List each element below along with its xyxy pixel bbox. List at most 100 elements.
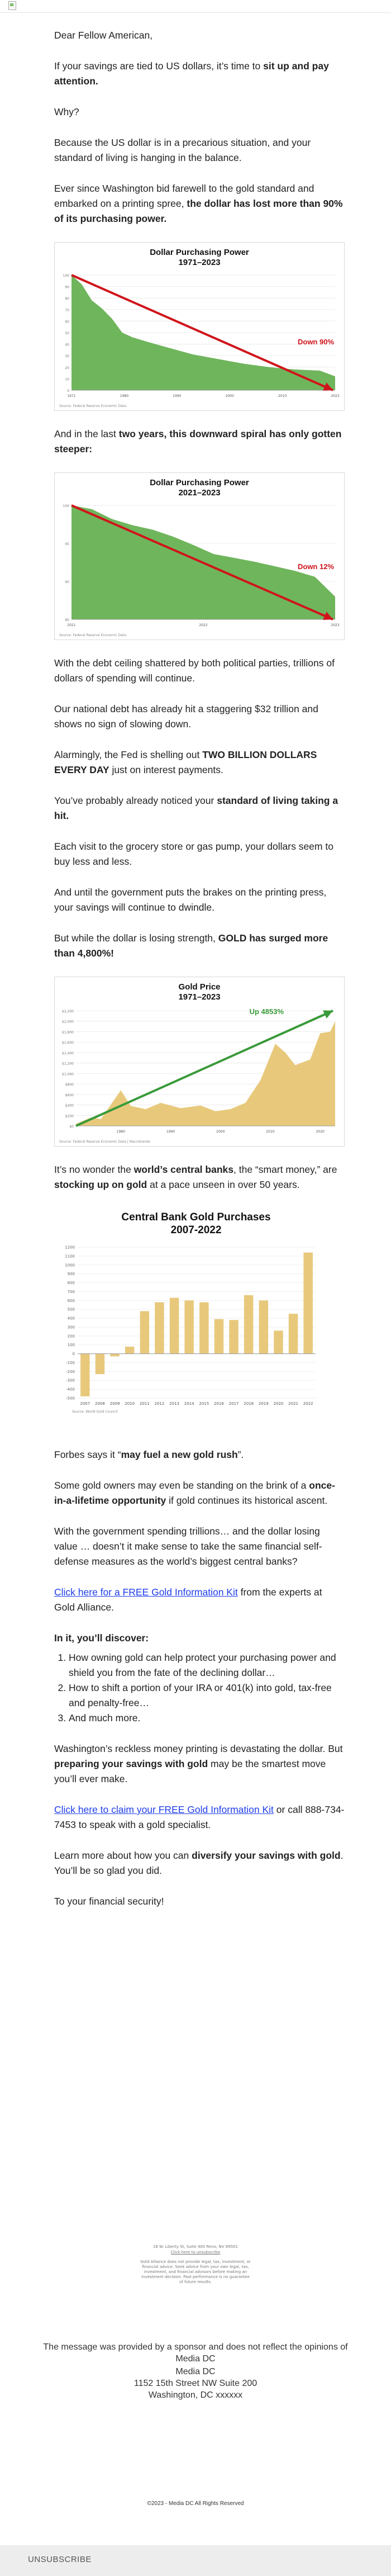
chart-source: Source: Federal Reserve Economic Data xyxy=(59,633,126,637)
y-tick-label: -100 xyxy=(66,1361,75,1365)
y-tick-label: $1,000 xyxy=(62,1072,74,1076)
area-series xyxy=(71,275,335,390)
paragraph: And in the last two years, this downward… xyxy=(54,428,342,454)
claim-kit-link[interactable]: Click here to claim your FREE Gold Infor… xyxy=(54,1804,274,1815)
x-tick-label: 2013 xyxy=(169,1401,179,1406)
y-tick-label: $1,800 xyxy=(62,1030,74,1034)
bar xyxy=(80,1353,90,1396)
paragraph: Washington’s reckless money printing is … xyxy=(54,1743,343,1784)
y-tick-label: $2,200 xyxy=(62,1010,74,1014)
x-tick-label: 2022 xyxy=(199,623,207,627)
y-tick-label: 100 xyxy=(63,274,70,278)
dollar-power-chart-2021: Dollar Purchasing Power 2021–2023 100 95 90 8… xyxy=(54,472,345,640)
paragraph: With the government spending trillions… … xyxy=(54,1526,322,1567)
chart-annotation: Down 90% xyxy=(298,338,334,346)
paragraph: With the debt ceiling shattered by both … xyxy=(54,657,335,684)
y-tick-label: $1,600 xyxy=(62,1041,74,1045)
y-tick-label: 20 xyxy=(65,366,69,370)
y-tick-label: 400 xyxy=(68,1317,75,1321)
x-tick-label: 2008 xyxy=(95,1401,105,1406)
bar xyxy=(229,1320,239,1354)
sponsor-notice: The message was provided by a sponsor an… xyxy=(43,2342,348,2364)
y-tick-label: 90 xyxy=(65,580,69,584)
bar xyxy=(199,1302,209,1354)
y-tick-label: 1200 xyxy=(65,1246,75,1250)
chart-source: Source: World Gold Council xyxy=(72,1410,118,1414)
y-tick-label: 200 xyxy=(68,1334,75,1338)
x-tick-label: 1971 xyxy=(67,394,75,398)
x-tick-label: 2014 xyxy=(184,1401,194,1406)
chart-title: Central Bank Gold Purchases xyxy=(121,1211,270,1223)
central-bank-chart: Central Bank Gold Purchases 2007-2022 1200… xyxy=(54,1208,345,1432)
x-tick-label: 1990 xyxy=(166,1130,175,1134)
y-tick-label: $400 xyxy=(65,1104,74,1108)
bar xyxy=(259,1300,269,1354)
copyright: ©2023 - Media DC All Rights Reserved xyxy=(147,2501,244,2507)
x-tick-label: 2019 xyxy=(259,1401,269,1406)
x-tick-label: 2023 xyxy=(331,394,339,398)
list-item: How to shift a portion of your IRA or 40… xyxy=(69,1680,345,1711)
greeting: Dear Fellow American, xyxy=(54,30,153,41)
paragraph: Because the US dollar is in a precarious… xyxy=(54,137,311,163)
x-tick-label: 2022 xyxy=(303,1401,313,1406)
email-body: Dear Fellow American, If your savings ar… xyxy=(54,28,345,1925)
trend-arrow xyxy=(71,274,333,391)
y-tick-label: $1,200 xyxy=(62,1062,74,1066)
y-tick-label: 700 xyxy=(68,1290,75,1294)
paragraph: It’s no wonder the world’s central banks… xyxy=(54,1164,337,1190)
paragraph: Learn more about how you can diversify y… xyxy=(54,1850,344,1876)
y-tick-label: 60 xyxy=(65,320,69,324)
paragraph: Click here for a FREE Gold Information K… xyxy=(54,1587,322,1613)
y-tick-label: 40 xyxy=(65,343,69,347)
y-tick-label: 85 xyxy=(65,618,69,622)
x-tick-label: 2010 xyxy=(278,394,287,398)
y-tick-label: 10 xyxy=(65,377,69,381)
legal-address: 18 W. Liberty St, Suite 400 Reno, NV 895… xyxy=(152,2244,239,2249)
y-tick-label: 50 xyxy=(65,332,69,335)
x-tick-label: 2012 xyxy=(154,1401,164,1406)
paragraph: Our national debt has already hit a stag… xyxy=(54,703,318,730)
y-tick-label: 1100 xyxy=(65,1254,75,1258)
y-tick-label: $600 xyxy=(65,1093,74,1097)
y-tick-label: 300 xyxy=(68,1325,75,1329)
x-tick-label: 2023 xyxy=(331,623,339,627)
y-tick-label: 100 xyxy=(63,504,70,508)
broken-image-icon xyxy=(8,1,16,10)
y-tick-label: 0 xyxy=(73,1352,75,1356)
footer-bar xyxy=(0,2545,391,2576)
y-tick-label: $1,400 xyxy=(62,1052,74,1055)
y-tick-label: 30 xyxy=(65,354,69,358)
y-tick-label: 95 xyxy=(65,542,69,546)
x-tick-label: 2016 xyxy=(214,1401,224,1406)
bar xyxy=(274,1330,283,1354)
y-tick-label: 70 xyxy=(65,309,69,312)
chart-subtitle: 2021–2023 xyxy=(178,488,220,498)
header-divider xyxy=(0,12,391,13)
x-tick-label: 2021 xyxy=(288,1401,298,1406)
bar xyxy=(288,1314,298,1354)
chart-title: Dollar Purchasing Power xyxy=(150,248,249,257)
unsubscribe-button[interactable]: UNSUBSCRIBE xyxy=(28,2555,92,2564)
sponsor-address-1: 1152 15th Street NW Suite 200 xyxy=(133,2379,258,2388)
y-tick-label: -500 xyxy=(66,1396,75,1401)
chart-svg: Dollar Purchasing Power1971–202310090807… xyxy=(59,248,340,408)
y-tick-label: 500 xyxy=(68,1308,75,1312)
bar xyxy=(95,1353,105,1375)
x-tick-label: 1990 xyxy=(173,394,181,398)
y-tick-label: 800 xyxy=(68,1281,75,1285)
y-tick-label: 600 xyxy=(68,1299,75,1303)
sponsor-address-2: Washington, DC xxxxxx xyxy=(148,2390,243,2400)
x-tick-label: 1980 xyxy=(120,394,128,398)
paragraph: And until the government puts the brakes… xyxy=(54,887,327,913)
gold-price-chart: Gold Price 1971–2023 $2,200 $2,000 $1,800 $1,… xyxy=(54,977,345,1147)
x-tick-label: 2015 xyxy=(199,1401,209,1406)
y-tick-label: 90 xyxy=(65,286,69,290)
x-tick-label: 2010 xyxy=(125,1401,135,1406)
bar xyxy=(140,1311,150,1354)
unsubscribe-link-small[interactable]: Click here to unsubscribe xyxy=(170,2250,221,2255)
gold-kit-link[interactable]: Click here for a FREE Gold Information K… xyxy=(54,1587,238,1598)
y-tick-label: -300 xyxy=(66,1379,75,1383)
